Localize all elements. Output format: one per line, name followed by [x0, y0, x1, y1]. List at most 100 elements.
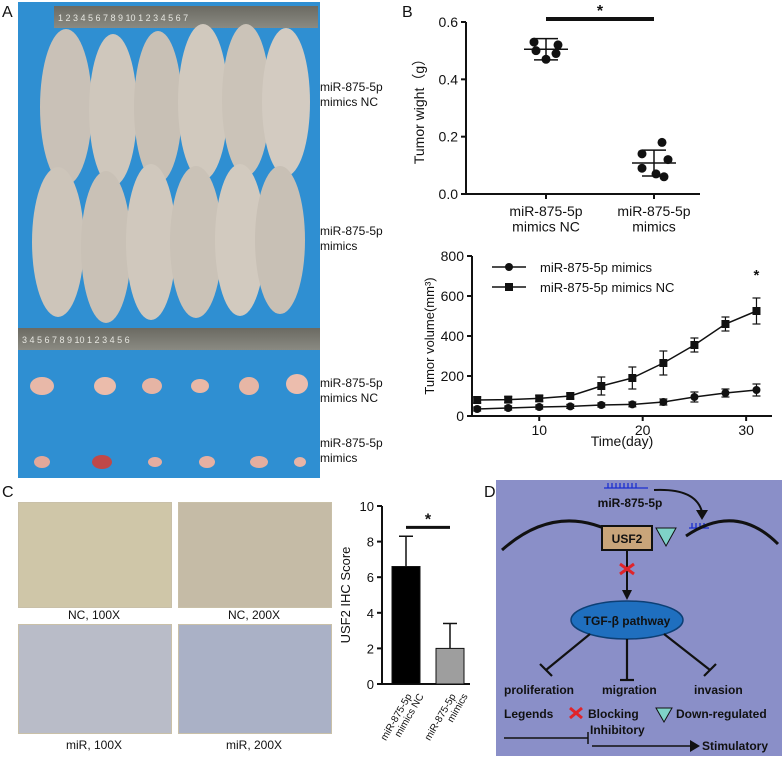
- micrograph-nc-200x: [178, 502, 332, 608]
- tumors-mimics-row: [34, 455, 306, 469]
- data-point: [657, 137, 667, 147]
- legend-inhibitory: Inhibitory: [590, 723, 645, 737]
- y-tick-label: 0.2: [439, 129, 459, 145]
- data-point: [566, 392, 575, 400]
- panel-letter-b: B: [402, 4, 413, 21]
- data-point: [473, 405, 482, 413]
- ruler-bottom-numbers: 3 4 5 6 7 8 9 10 1 2 3 4 5 6: [22, 335, 130, 345]
- micrograph-mir-200x: [178, 624, 332, 734]
- y-tick-label: 2: [367, 641, 374, 656]
- y-tick-label: 200: [441, 368, 465, 384]
- y-tick-label: 10: [360, 499, 374, 514]
- inhibit-proliferation-line: [545, 633, 591, 671]
- legend-label: miR-875-5p mimics: [540, 260, 652, 275]
- micrograph-mir-100x: [18, 624, 172, 734]
- annotation-star: *: [754, 267, 760, 284]
- data-point: [529, 37, 539, 47]
- legend-blocking: Blocking: [588, 707, 639, 721]
- y-tick-label: 0: [367, 677, 374, 692]
- x-tick-label: miR-875-5p mimics NC: [509, 203, 582, 234]
- usf2-label: USF2: [612, 532, 643, 546]
- tgf-beta-label: TGF-β pathway: [584, 614, 671, 628]
- y-axis-label: Tumor volume(mm³): [422, 277, 437, 394]
- y-tick-label: 4: [367, 606, 374, 621]
- x-tick-label: 10: [531, 422, 547, 438]
- y-tick-label: 400: [441, 328, 465, 344]
- data-point: [651, 169, 661, 179]
- data-point: [721, 320, 730, 328]
- bar: [391, 566, 421, 685]
- data-point: [504, 395, 513, 404]
- legend-marker: [505, 263, 513, 271]
- legend-label: miR-875-5p mimics NC: [540, 280, 674, 295]
- data-point: [752, 386, 761, 394]
- ruler-top: [54, 6, 318, 28]
- y-tick-label: 8: [367, 535, 374, 550]
- y-tick-label: 600: [441, 288, 465, 304]
- data-point: [659, 398, 668, 406]
- x-tick-label: 30: [738, 422, 754, 438]
- inhibit-invasion-bar: [703, 663, 717, 677]
- y-tick-label: 0.6: [439, 14, 459, 30]
- mirna-arrow: [653, 488, 703, 513]
- tumors-nc-row: [30, 374, 308, 395]
- label-row1: miR-875-5p mimics NC: [320, 80, 383, 109]
- data-point: [597, 401, 606, 409]
- data-point: [637, 149, 647, 159]
- data-point: [663, 155, 673, 165]
- usf2-to-pathway-arrowhead: [622, 590, 632, 600]
- outcome-migration: migration: [602, 683, 657, 697]
- y-axis-label: USF2 IHC Score: [338, 547, 353, 644]
- tumor-weight-chart: 0.0 0.2 0.4 0.6 Tumor wight（g） miR-875-5p mimi…: [411, 3, 700, 234]
- mice-row-top: [40, 24, 310, 186]
- data-point: [628, 374, 637, 382]
- data-point: [531, 46, 541, 56]
- inhibit-invasion-line: [663, 633, 711, 671]
- ruler-top-numbers: 1 2 3 4 5 6 7 8 9 10 1 2 3 4 5 6 7: [58, 13, 188, 23]
- x-tick-label: 20: [635, 422, 651, 438]
- series-line: [477, 389, 757, 410]
- data-point: [535, 403, 544, 411]
- legend-cross: [569, 706, 583, 720]
- y-axis-label: Tumor wight（g）: [411, 52, 427, 164]
- panel-letter-a: A: [2, 4, 13, 21]
- data-point: [752, 307, 761, 315]
- legend-down-regulated: Down-regulated: [676, 707, 767, 721]
- outcome-proliferation: proliferation: [504, 683, 574, 697]
- data-point: [553, 40, 563, 50]
- legend-stimulatory: Stimulatory: [702, 739, 768, 753]
- legend-triangle: [655, 707, 673, 724]
- micrograph-nc-100x: [18, 502, 172, 608]
- y-tick-label: 6: [367, 570, 374, 585]
- inhibit-proliferation-bar: [539, 663, 553, 677]
- mirna-label: miR-875-5p: [598, 496, 663, 510]
- caption-mir-200x: miR, 200X: [225, 738, 283, 752]
- data-point: [637, 163, 647, 173]
- data-point: [597, 382, 606, 390]
- data-point: [690, 393, 699, 401]
- data-point: [473, 396, 482, 404]
- label-row2: miR-875-5p mimics: [320, 224, 383, 253]
- outcome-invasion: invasion: [694, 683, 743, 697]
- mice-photo: 1 2 3 4 5 6 7 8 9 10 1 2 3 4 5 6 7 3 4 5…: [18, 2, 320, 478]
- down-regulated-triangle: [655, 527, 677, 548]
- significance-star: *: [597, 3, 604, 20]
- label-row3: miR-875-5p mimics NC: [320, 376, 383, 405]
- data-point: [721, 389, 730, 397]
- data-point: [628, 400, 637, 409]
- y-tick-label: 0: [456, 408, 464, 424]
- bar: [435, 647, 465, 685]
- ruler-bottom: [18, 328, 320, 350]
- label-row4: miR-875-5p mimics: [320, 436, 383, 465]
- legend-stimulatory-arrowhead: [690, 740, 700, 752]
- mirna-arrowhead: [696, 510, 708, 520]
- pathway-diagram: miR-875-5p USF2 TGF-β pathway proliferat…: [496, 480, 782, 756]
- mirna-glyph: [604, 483, 648, 489]
- legend-title: Legends: [504, 707, 554, 721]
- caption-nc-200x: NC, 200X: [227, 608, 281, 622]
- panel-letter-d: D: [484, 484, 496, 501]
- mice-row-bottom: [32, 164, 305, 323]
- data-point: [690, 341, 699, 349]
- data-point: [535, 394, 544, 403]
